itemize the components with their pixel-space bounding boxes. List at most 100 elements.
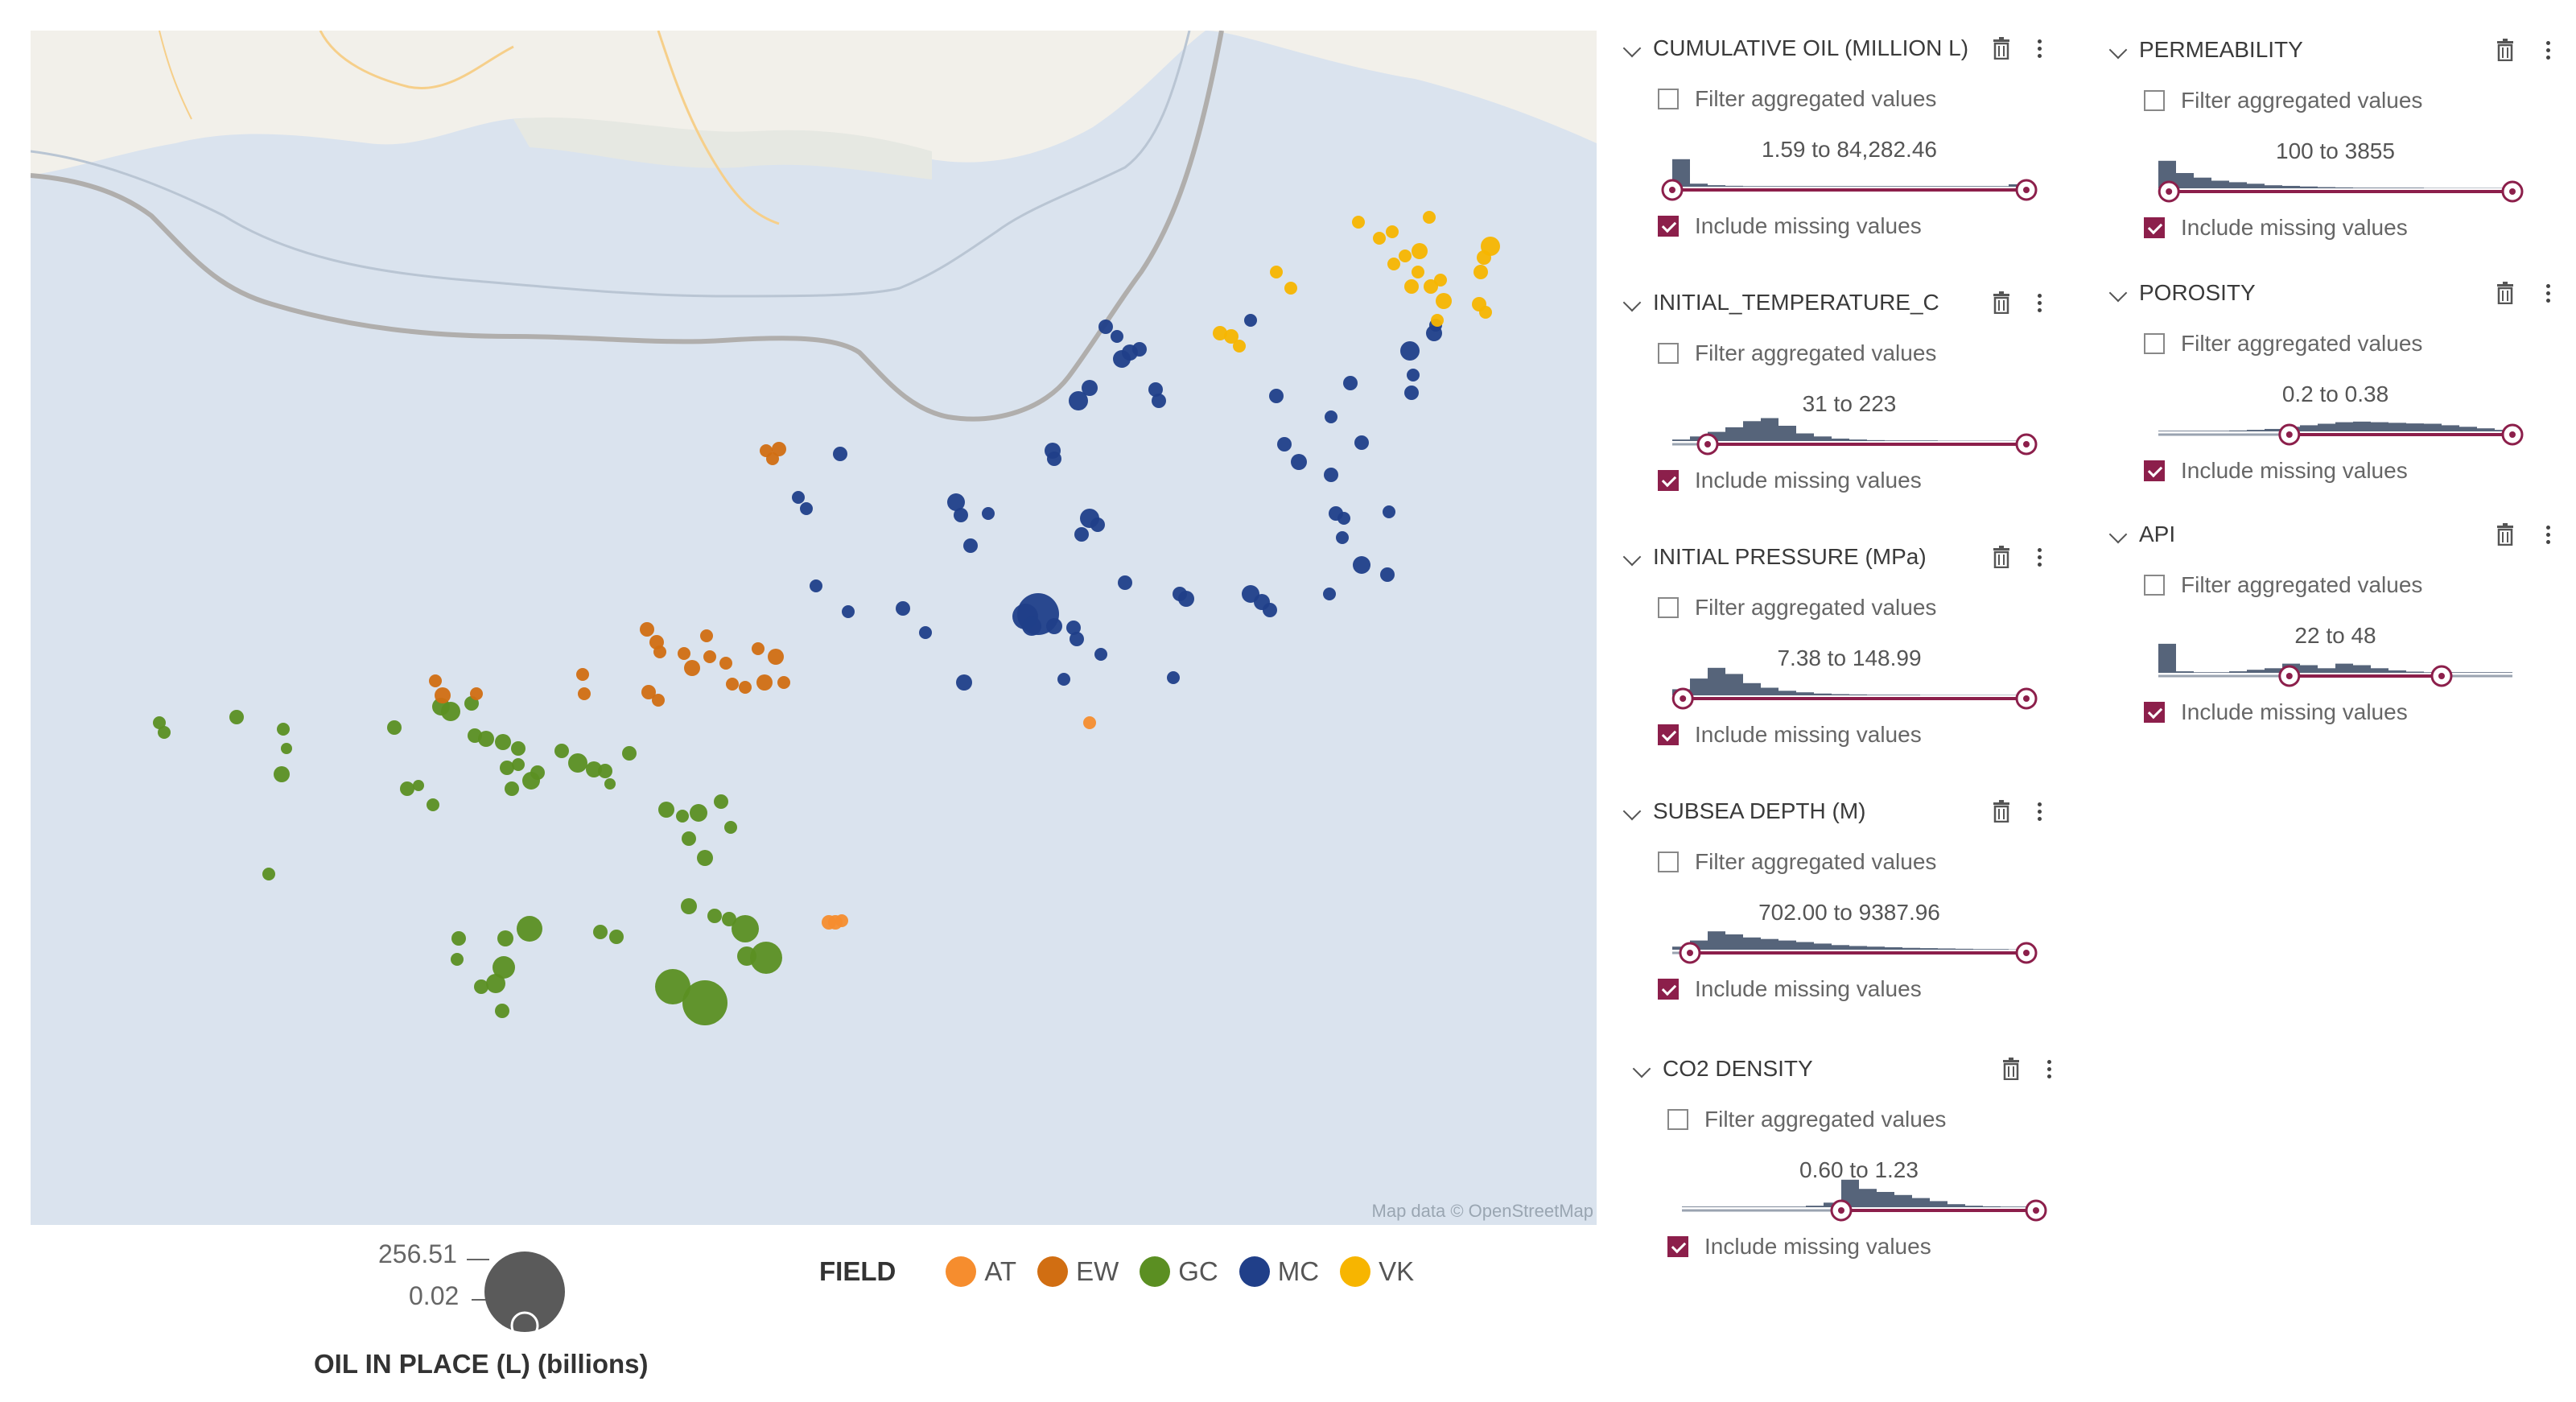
trash-icon[interactable] xyxy=(1993,291,2010,314)
map-point-mc[interactable] xyxy=(1082,380,1098,396)
map-point-mc[interactable] xyxy=(792,491,805,504)
collapse-chevron-icon[interactable] xyxy=(1632,1059,1651,1078)
map-point-gc[interactable] xyxy=(158,726,171,739)
map-point-gc[interactable] xyxy=(690,804,707,822)
include-missing-checkbox[interactable]: Include missing values xyxy=(2144,214,2408,241)
map-point-gc[interactable] xyxy=(511,741,526,756)
map-point-vk[interactable] xyxy=(1423,211,1436,224)
checkbox-icon[interactable] xyxy=(1658,852,1679,872)
map-point-mc[interactable] xyxy=(1098,320,1113,334)
filter-aggregated-checkbox[interactable]: Filter aggregated values xyxy=(1658,340,1936,367)
map-point-mc[interactable] xyxy=(1022,616,1041,636)
include-missing-checkbox[interactable]: Include missing values xyxy=(2144,699,2408,726)
map-point-mc[interactable] xyxy=(1323,588,1336,600)
map-point-mc[interactable] xyxy=(1178,591,1194,607)
map-point-ew[interactable] xyxy=(429,674,442,687)
map-point-gc[interactable] xyxy=(153,716,166,729)
map-point-gc[interactable] xyxy=(262,868,275,880)
collapse-chevron-icon[interactable] xyxy=(1622,39,1642,58)
map-point-mc[interactable] xyxy=(982,507,995,520)
map-point-mc[interactable] xyxy=(1407,369,1420,381)
map-point-gc[interactable] xyxy=(486,974,505,993)
range-slider[interactable]: 702.00 to 9387.96 xyxy=(1667,900,2038,964)
map-point-vk[interactable] xyxy=(1404,279,1419,294)
map-point-vk[interactable] xyxy=(1284,282,1297,295)
collapse-chevron-icon[interactable] xyxy=(2108,525,2128,544)
map-point-mc[interactable] xyxy=(1353,556,1370,574)
map-point-mc[interactable] xyxy=(1090,518,1105,532)
trash-icon[interactable] xyxy=(1993,800,2010,823)
checkbox-icon[interactable] xyxy=(1658,89,1679,109)
map-point-gc[interactable] xyxy=(732,915,759,942)
map-point-gc[interactable] xyxy=(505,781,519,796)
map-point-mc[interactable] xyxy=(1148,382,1163,397)
map-point-vk[interactable] xyxy=(1436,293,1452,309)
checkbox-icon[interactable] xyxy=(1658,343,1679,364)
checkbox-icon[interactable] xyxy=(1667,1236,1688,1257)
map-point-mc[interactable] xyxy=(833,447,847,461)
include-missing-checkbox[interactable]: Include missing values xyxy=(2144,457,2408,485)
filter-aggregated-checkbox[interactable]: Filter aggregated values xyxy=(1658,594,1936,621)
collapse-chevron-icon[interactable] xyxy=(1622,802,1642,821)
filter-aggregated-checkbox[interactable]: Filter aggregated values xyxy=(1658,848,1936,876)
map-point-gc[interactable] xyxy=(497,930,513,946)
range-slider[interactable]: 100 to 3855 xyxy=(2154,138,2524,203)
map-point-gc[interactable] xyxy=(400,781,414,796)
map-point-gc[interactable] xyxy=(722,912,736,926)
map-point-ew[interactable] xyxy=(653,645,666,658)
map-point-gc[interactable] xyxy=(697,850,713,866)
map-point-mc[interactable] xyxy=(1111,330,1123,343)
map-point-gc[interactable] xyxy=(554,744,569,758)
more-options-icon[interactable] xyxy=(2036,291,2042,315)
map-point-mc[interactable] xyxy=(947,493,965,511)
map-point-ew[interactable] xyxy=(700,629,713,642)
range-slider[interactable]: 0.2 to 0.38 xyxy=(2154,381,2524,446)
trash-icon[interactable] xyxy=(2496,282,2514,304)
map-point-mc[interactable] xyxy=(1094,648,1107,661)
map-point-ew[interactable] xyxy=(678,647,690,660)
map-point-ew[interactable] xyxy=(578,687,591,700)
filter-aggregated-checkbox[interactable]: Filter aggregated values xyxy=(2144,87,2422,114)
map-point-vk[interactable] xyxy=(1213,326,1227,340)
map-point-mc[interactable] xyxy=(954,508,968,522)
map-point-ew[interactable] xyxy=(640,622,654,637)
include-missing-checkbox[interactable]: Include missing values xyxy=(1667,1233,1931,1260)
map-point-mc[interactable] xyxy=(1057,673,1070,686)
map-point-ew[interactable] xyxy=(766,452,779,465)
map-point-ew[interactable] xyxy=(703,650,716,663)
map-point-gc[interactable] xyxy=(724,821,737,834)
map-point-ew[interactable] xyxy=(684,660,700,676)
map-point-gc[interactable] xyxy=(281,743,292,754)
legend-item-at[interactable]: AT xyxy=(946,1256,1016,1287)
map-point-ew[interactable] xyxy=(739,681,752,694)
map-attribution[interactable]: Map data © OpenStreetMap xyxy=(1371,1201,1593,1221)
map-point-mc[interactable] xyxy=(1277,437,1292,452)
range-slider[interactable]: 7.38 to 148.99 xyxy=(1667,645,2038,710)
map-point-mc[interactable] xyxy=(1383,505,1395,518)
map-point-gc[interactable] xyxy=(441,702,460,721)
map-point-gc[interactable] xyxy=(495,734,511,750)
map-point-gc[interactable] xyxy=(609,930,624,944)
map-point-ew[interactable] xyxy=(719,657,732,670)
map-point-mc[interactable] xyxy=(1380,567,1395,582)
filter-aggregated-checkbox[interactable]: Filter aggregated values xyxy=(2144,330,2422,357)
map-point-ew[interactable] xyxy=(435,687,451,703)
range-slider[interactable]: 31 to 223 xyxy=(1667,391,2038,456)
map-point-mc[interactable] xyxy=(1070,632,1084,646)
trash-icon[interactable] xyxy=(2002,1058,2020,1080)
map-point-gc[interactable] xyxy=(655,969,690,1004)
map-point-ew[interactable] xyxy=(576,668,589,681)
map-point-ew[interactable] xyxy=(470,687,483,700)
map-point-mc[interactable] xyxy=(842,605,855,618)
map-point-gc[interactable] xyxy=(586,761,602,777)
checkbox-icon[interactable] xyxy=(1658,979,1679,1000)
map-point-vk[interactable] xyxy=(1412,243,1428,259)
map-point-gc[interactable] xyxy=(413,780,424,791)
map-point-ew[interactable] xyxy=(641,685,656,699)
map-point-gc[interactable] xyxy=(682,831,696,846)
range-slider[interactable]: 0.60 to 1.23 xyxy=(1677,1157,2047,1222)
map-point-mc[interactable] xyxy=(1269,389,1284,403)
map-point-mc[interactable] xyxy=(1046,618,1062,634)
map-point-mc[interactable] xyxy=(956,674,972,691)
checkbox-icon[interactable] xyxy=(2144,333,2165,354)
